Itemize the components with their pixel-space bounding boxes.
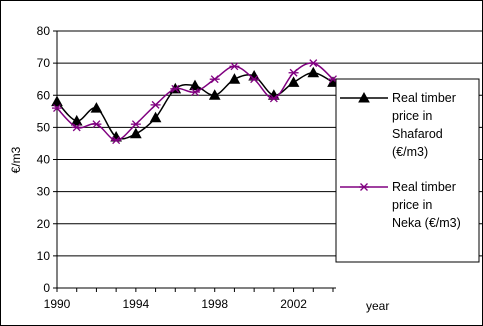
- series-neka-point-2000: [249, 75, 260, 84]
- series-neka-point-2004-stroke-2: [329, 75, 337, 84]
- series-neka-point-1992-stroke-2: [92, 120, 101, 129]
- series-neka-point-2003: [308, 59, 319, 68]
- series-shafarod-point-1997: [189, 79, 201, 91]
- series-neka-point-1993-stroke-2: [112, 136, 121, 145]
- x-tick-labels: 1990 1994 1998 2002: [44, 288, 334, 311]
- series-neka-point-2002-stroke-2: [289, 68, 298, 77]
- series-neka-point-1997-stroke-2: [191, 88, 199, 96]
- y-tick-label-80: 80: [37, 24, 51, 38]
- series-neka-point-1999: [229, 62, 240, 71]
- series-neka-point-1995: [150, 100, 161, 109]
- series-neka-point-1996: [170, 84, 181, 93]
- series-neka-point-1990-stroke-2: [53, 104, 61, 113]
- legend-shafarod-text-1: price in: [392, 109, 432, 123]
- series-neka-point-1996-stroke-2: [171, 84, 180, 93]
- y-tick-label-70: 70: [37, 56, 51, 70]
- legend-shafarod-text-3: (€/m3): [392, 145, 428, 159]
- y-tick-label-0: 0: [43, 281, 50, 295]
- series-shafarod-point-1998: [208, 89, 221, 100]
- legend-shafarod-text-2: Shafarod: [392, 127, 443, 141]
- y-tick-label-60: 60: [37, 88, 51, 102]
- y-tick-label-40: 40: [37, 153, 51, 167]
- x-tick-label-1990: 1990: [44, 297, 71, 311]
- series-neka-point-1992: [91, 120, 102, 129]
- y-tick-label-20: 20: [37, 217, 51, 231]
- series-shafarod-point-1991: [70, 114, 83, 126]
- legend: Real timber price in Shafarod (€/m3) Real ti…: [340, 91, 461, 230]
- series-neka-point-1994: [130, 120, 141, 129]
- series-neka-point-1991: [71, 123, 82, 132]
- x-tick-label-1994: 1994: [123, 297, 150, 311]
- legend-shafarod-swatch-marker: [358, 91, 370, 103]
- legend-neka-swatch-marker: [359, 183, 369, 191]
- series-neka-point-2001: [268, 94, 279, 103]
- series-neka-point-1993: [111, 136, 122, 145]
- series-neka-point-2003-stroke-2: [309, 59, 318, 68]
- x-tick-label-1998: 1998: [201, 297, 228, 311]
- x-axis-title: year: [366, 299, 389, 313]
- series-shafarod-point-1992: [90, 102, 103, 113]
- series-shafarod-point-1994: [130, 127, 142, 139]
- series-neka-point-2000-stroke-2: [250, 75, 259, 84]
- series-neka-point-1994-stroke-2: [131, 120, 140, 129]
- series-neka-point-1990: [52, 104, 62, 113]
- legend-shafarod-text-0: Real timber: [392, 91, 456, 105]
- series-neka-point-1997: [190, 88, 200, 96]
- series-neka-point-2001-stroke-2: [269, 94, 278, 103]
- legend-neka-text-2: Neka (€/m3): [392, 216, 461, 230]
- series-shafarod-point-2002: [287, 76, 300, 87]
- series-layer: [51, 59, 339, 145]
- y-tick-label-10: 10: [37, 249, 51, 263]
- series-shafarod-point-1999: [228, 73, 241, 84]
- y-tick-label-50: 50: [37, 120, 51, 134]
- legend-neka-swatch-marker-stroke-2: [360, 183, 368, 191]
- series-neka-point-1991-stroke-2: [72, 123, 81, 132]
- legend-box: [335, 78, 480, 263]
- y-tick-label-30: 30: [37, 185, 51, 199]
- series-neka-point-1998-stroke-2: [210, 75, 219, 84]
- x-tick-label-2002: 2002: [280, 297, 307, 311]
- series-neka-point-1995-stroke-2: [151, 100, 160, 109]
- y-tick-labels: 0 10 20 30 40 50 60 70 80: [37, 24, 57, 295]
- legend-neka-text-0: Real timber: [392, 180, 456, 194]
- series-shafarod-point-1990: [51, 95, 63, 107]
- series-neka-point-2002: [288, 68, 299, 77]
- y-axis-title: €/m3: [9, 146, 23, 173]
- series-neka-point-1998: [209, 75, 220, 84]
- legend-neka-text-1: price in: [392, 198, 432, 212]
- series-shafarod-point-2003: [307, 66, 320, 78]
- series-shafarod-point-1995: [149, 111, 162, 123]
- series-neka-point-1999-stroke-2: [230, 62, 239, 71]
